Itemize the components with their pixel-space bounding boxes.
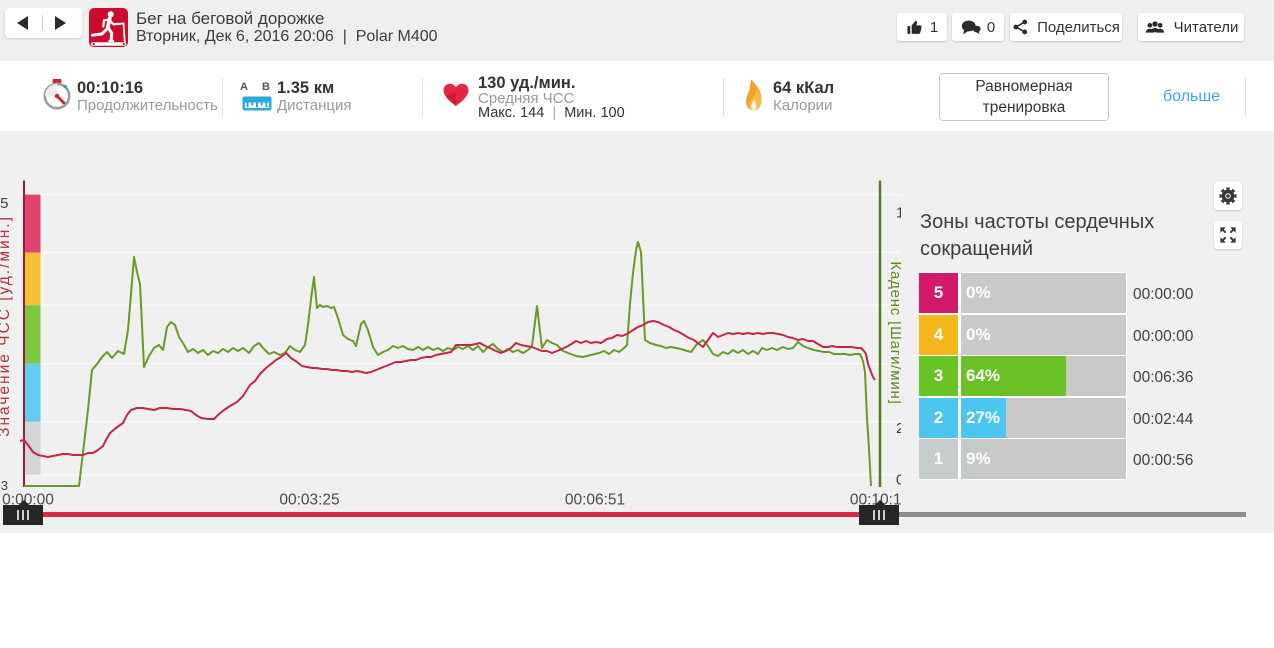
svg-text:1: 1 <box>896 205 901 222</box>
svg-text:5: 5 <box>0 195 8 212</box>
svg-text:2: 2 <box>896 420 901 437</box>
svg-text:00:06:51: 00:06:51 <box>565 492 625 509</box>
svg-text:Каденс [Шаги/мин]: Каденс [Шаги/мин] <box>887 261 901 404</box>
svg-text:3: 3 <box>1 478 8 493</box>
svg-text:0: 0 <box>896 472 901 489</box>
svg-text:00:03:25: 00:03:25 <box>279 492 339 509</box>
svg-text:Значение ЧСС [уд./мин.]: Значение ЧСС [уд./мин.] <box>0 215 13 437</box>
